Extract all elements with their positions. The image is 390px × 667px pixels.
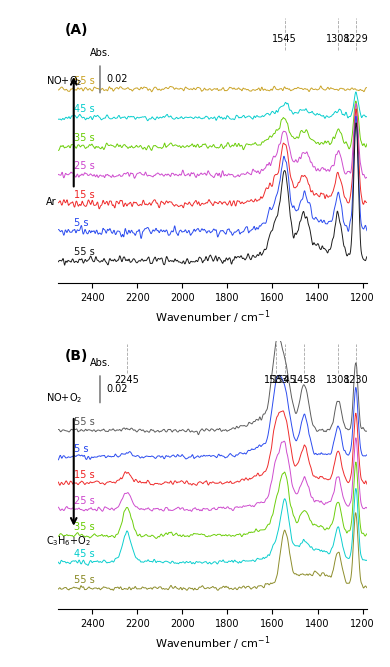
X-axis label: Wavenumber / cm$^{-1}$: Wavenumber / cm$^{-1}$ xyxy=(155,308,270,326)
Text: 15 s: 15 s xyxy=(74,470,95,480)
Text: 5 s: 5 s xyxy=(74,218,89,228)
Text: C$_3$H$_6$+O$_2$: C$_3$H$_6$+O$_2$ xyxy=(46,534,91,548)
Text: 1308: 1308 xyxy=(326,375,351,385)
Text: Ar: Ar xyxy=(46,197,57,207)
Text: 15 s: 15 s xyxy=(74,190,95,200)
Text: Abs.: Abs. xyxy=(89,358,110,368)
Text: 1545: 1545 xyxy=(273,375,297,385)
Text: (B): (B) xyxy=(64,349,88,363)
Text: Abs.: Abs. xyxy=(89,48,110,58)
Text: 5 s: 5 s xyxy=(74,444,89,454)
Text: NO+O$_2$: NO+O$_2$ xyxy=(46,74,82,88)
Text: 2245: 2245 xyxy=(115,375,140,385)
Text: 35 s: 35 s xyxy=(74,522,95,532)
Text: 35 s: 35 s xyxy=(74,133,95,143)
Text: 25 s: 25 s xyxy=(74,496,95,506)
Text: 55 s: 55 s xyxy=(74,76,95,86)
Text: 55 s: 55 s xyxy=(74,418,95,428)
Text: 0.02: 0.02 xyxy=(106,384,128,394)
Text: 1229: 1229 xyxy=(344,33,369,43)
Text: 1545: 1545 xyxy=(273,33,297,43)
Text: 45 s: 45 s xyxy=(74,104,95,114)
Text: 1458: 1458 xyxy=(292,375,317,385)
Text: 0.02: 0.02 xyxy=(106,74,128,84)
X-axis label: Wavenumber / cm$^{-1}$: Wavenumber / cm$^{-1}$ xyxy=(155,634,270,652)
Text: NO+O$_2$: NO+O$_2$ xyxy=(46,392,82,406)
Text: 1308: 1308 xyxy=(326,33,351,43)
Text: 1583: 1583 xyxy=(264,375,289,385)
Text: 45 s: 45 s xyxy=(74,549,95,559)
Text: (A): (A) xyxy=(64,23,88,37)
Text: 1230: 1230 xyxy=(344,375,368,385)
Text: 25 s: 25 s xyxy=(74,161,95,171)
Text: 55 s: 55 s xyxy=(74,247,95,257)
Text: 55 s: 55 s xyxy=(74,575,95,585)
